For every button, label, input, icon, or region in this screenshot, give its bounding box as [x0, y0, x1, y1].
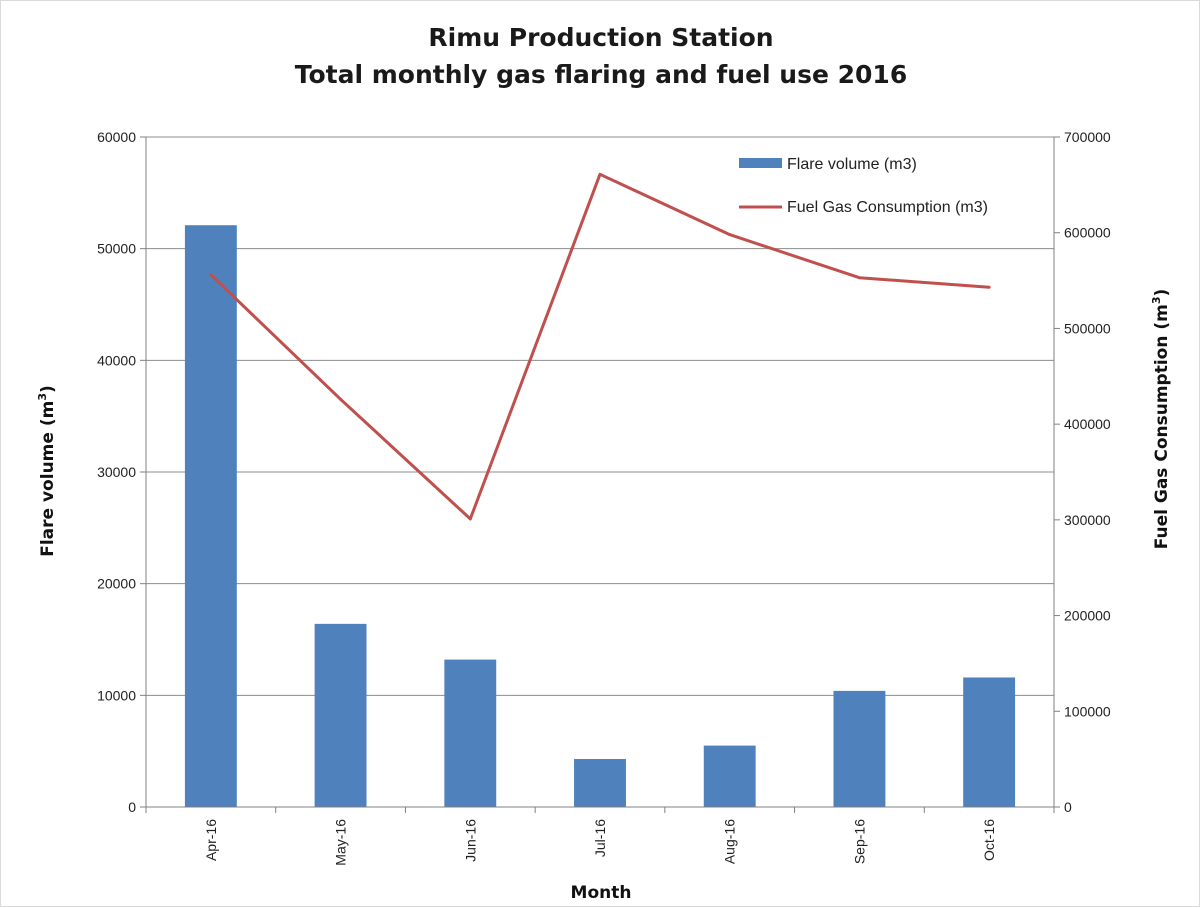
bar-flare-volume — [703, 745, 756, 807]
point-fuel-gas-consumption — [339, 397, 343, 401]
y-right-tick-label: 300000 — [1064, 512, 1111, 528]
line-fuel-gas-consumption — [209, 172, 990, 521]
y-left-tick-label: 30000 — [97, 464, 136, 480]
y-left-tick-label: 40000 — [97, 352, 136, 368]
y-left-tick-label: 0 — [128, 799, 136, 815]
y-left-tick-label: 60000 — [97, 129, 136, 145]
legend-label-fuel-gas: Fuel Gas Consumption (m3) — [787, 199, 988, 216]
x-tick-label: Sep-16 — [851, 819, 867, 864]
chart-title-line-2: Total monthly gas flaring and fuel use 2… — [295, 60, 907, 89]
y-right-tick-label: 0 — [1064, 799, 1072, 815]
y-axis-left-title: Flare volume (m3) — [36, 385, 58, 557]
chart-title-line-1: Rimu Production Station — [428, 23, 773, 52]
gridlines — [146, 136, 1054, 696]
bar-series — [184, 225, 1016, 807]
y-axis-left-title-text: Flare volume (m — [38, 401, 58, 557]
y-axis-right-title-close: ) — [1152, 289, 1172, 297]
legend-swatch-flare-volume — [739, 158, 782, 168]
y-right-tick-label: 600000 — [1064, 225, 1111, 241]
y-axis-right-title: Fuel Gas Consumption (m3) — [1150, 289, 1172, 550]
legend-label-flare-volume: Flare volume (m3) — [787, 156, 917, 173]
bar-flare-volume — [184, 225, 237, 807]
y-right-tick-label: 400000 — [1064, 416, 1111, 432]
y-right-tick-label: 100000 — [1064, 703, 1111, 719]
x-tick-label: Oct-16 — [981, 819, 997, 861]
y-right-tick-label: 500000 — [1064, 320, 1111, 336]
y-axis-right-title-sup: 3 — [1150, 297, 1163, 305]
point-fuel-gas-consumption — [728, 233, 732, 237]
bar-flare-volume — [833, 690, 886, 807]
point-fuel-gas-consumption — [598, 172, 602, 176]
x-tick-label: Jun-16 — [462, 819, 478, 862]
bar-flare-volume — [314, 623, 367, 807]
x-tick-label: Apr-16 — [203, 819, 219, 861]
point-fuel-gas-consumption — [987, 285, 991, 289]
y-axis-left-title-close: ) — [38, 385, 58, 393]
axes — [140, 136, 1060, 813]
y-left-tick-label: 20000 — [97, 576, 136, 592]
bar-flare-volume — [444, 659, 497, 807]
bar-flare-volume — [574, 758, 626, 807]
y-axis-left-title-sup: 3 — [36, 393, 49, 401]
point-fuel-gas-consumption — [857, 276, 861, 280]
point-fuel-gas-consumption — [468, 517, 472, 521]
y-right-tick-label: 700000 — [1064, 129, 1111, 145]
x-tick-label: May-16 — [333, 819, 349, 866]
y-left-tick-label: 10000 — [97, 687, 136, 703]
x-tick-label: Jul-16 — [592, 819, 608, 857]
tick-labels: 0100002000030000400005000060000010000020… — [97, 129, 1111, 866]
legend: Flare volume (m3) Fuel Gas Consumption (… — [739, 156, 988, 216]
point-fuel-gas-consumption — [209, 273, 213, 277]
x-tick-label: Aug-16 — [722, 819, 738, 864]
y-left-tick-label: 50000 — [97, 241, 136, 257]
y-axis-right-title-text: Fuel Gas Consumption (m — [1152, 304, 1172, 549]
x-axis-title: Month — [571, 883, 632, 903]
bar-flare-volume — [963, 677, 1016, 807]
line-series — [209, 172, 991, 521]
y-right-tick-label: 200000 — [1064, 608, 1111, 624]
